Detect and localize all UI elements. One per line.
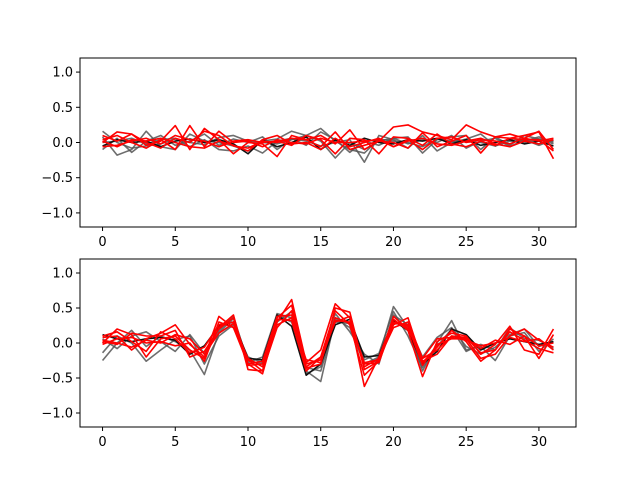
x-tick-label: 0: [98, 235, 106, 250]
y-tick-label: −0.5: [41, 372, 73, 387]
panels: 0 5 10 15 20 25 30 −1.0 −0.5 0.0 0.5 1.0 0 5 10 15 20 25 3…: [41, 57, 577, 450]
x-tick-label: 30: [531, 235, 548, 250]
series-group: [101, 298, 555, 388]
x-tick-label: 20: [385, 235, 402, 250]
x-tick-label: 15: [312, 235, 329, 250]
y-tick-label: −1.0: [41, 407, 73, 422]
chart-panel-1: 0 5 10 15 20 25 30 −1.0 −0.5 0.0 0.5 1.0: [41, 57, 577, 250]
y-tick-label: −0.5: [41, 171, 73, 186]
y-tick-label: 1.0: [52, 66, 73, 81]
series-line-7: [102, 124, 555, 158]
y-tick-label: 0.0: [52, 136, 73, 151]
series-line-7: [102, 309, 554, 377]
y-tick-label: 0.0: [52, 337, 73, 352]
series-line-8: [102, 133, 554, 155]
x-tick-label: 30: [531, 435, 548, 450]
chart-panel-2: 0 5 10 15 20 25 30 −1.0 −0.5 0.0 0.5 1.0: [41, 258, 577, 450]
x-tick-label: 15: [312, 435, 329, 450]
series-line-10: [102, 316, 554, 368]
y-tick-label: 0.5: [52, 101, 73, 116]
x-tick-label: 10: [240, 435, 257, 450]
x-tick-label: 5: [171, 235, 179, 250]
y-tick-label: 0.5: [52, 302, 73, 317]
x-tick-label: 20: [385, 435, 402, 450]
x-tick-label: 10: [240, 235, 257, 250]
series-line-9: [102, 124, 554, 151]
series-group: [101, 124, 555, 164]
x-tick-label: 25: [458, 435, 475, 450]
y-tick-label: 1.0: [52, 267, 73, 282]
series-line-10: [102, 134, 554, 152]
x-tick-label: 25: [458, 235, 475, 250]
x-tick-label: 0: [98, 435, 106, 450]
y-tick-label: −1.0: [41, 206, 73, 221]
x-tick-label: 5: [171, 435, 179, 450]
